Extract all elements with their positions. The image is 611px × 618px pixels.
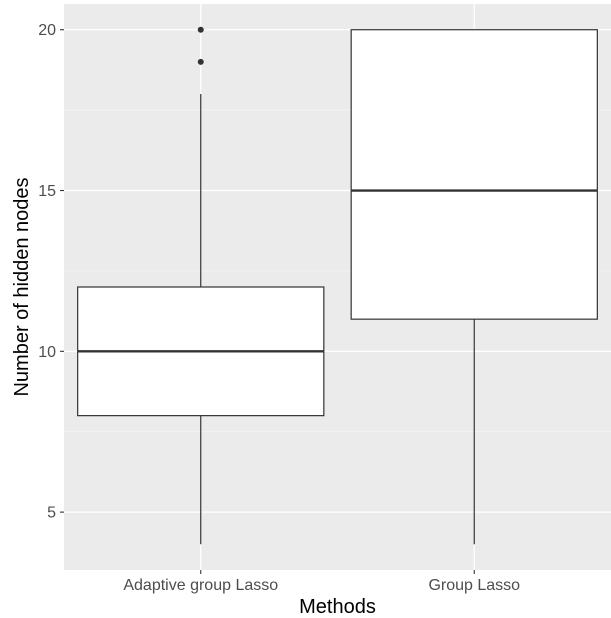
x-tick-label: Group Lasso xyxy=(428,577,520,594)
x-tick-label: Adaptive group Lasso xyxy=(123,577,278,594)
x-axis-title: Methods xyxy=(299,596,376,618)
y-tick-label: 20 xyxy=(38,22,56,39)
y-axis-title: Number of hidden nodes xyxy=(11,177,33,396)
y-tick-label: 10 xyxy=(38,344,56,361)
box-group-lasso xyxy=(350,29,598,545)
x-axis-ticks: Adaptive group Lasso Group Lasso xyxy=(123,570,520,594)
y-axis-ticks: 5 10 15 20 xyxy=(38,22,64,522)
y-tick-label: 15 xyxy=(38,183,56,200)
outlier-point xyxy=(197,26,204,33)
box-body xyxy=(350,29,598,320)
outlier-point xyxy=(197,58,204,65)
box-adaptive-group-lasso xyxy=(77,26,325,545)
boxes xyxy=(77,26,598,545)
y-tick-label: 5 xyxy=(47,505,56,522)
